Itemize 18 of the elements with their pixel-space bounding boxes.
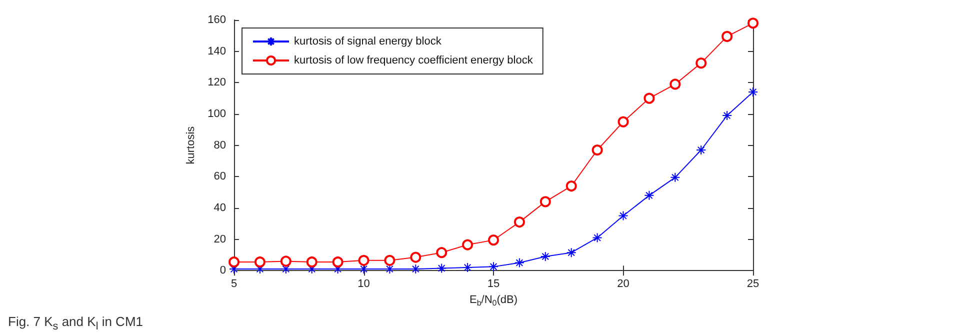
x-tick-label: 5 xyxy=(230,278,238,290)
y-axis-title: kurtosis xyxy=(185,126,198,164)
y-tick-label: 20 xyxy=(214,233,226,246)
caption: Fig. 7 K$_{s}$ and K$_{l}$ in CM1 xyxy=(8,314,144,333)
legend-label: kurtosis of low frequency coefficient energy block xyxy=(294,54,534,66)
x-tick-label: 10 xyxy=(358,278,370,290)
x-tick-label: 20 xyxy=(617,278,630,290)
x-tick-label: 15 xyxy=(487,278,500,290)
x-tick-label: 25 xyxy=(746,278,760,290)
y-tick-label: 140 xyxy=(208,45,226,58)
y-tick-label: 60 xyxy=(214,170,226,183)
y-tick-label: 40 xyxy=(214,202,226,214)
y-tick-label: 120 xyxy=(208,76,226,89)
y-tick-label: 100 xyxy=(208,108,226,120)
y-tick-label: 80 xyxy=(214,139,226,152)
y-tick-label: 0 xyxy=(220,264,226,277)
y-tick-label: 160 xyxy=(208,14,226,26)
legend-label: kurtosis of signal energy block xyxy=(294,36,442,48)
